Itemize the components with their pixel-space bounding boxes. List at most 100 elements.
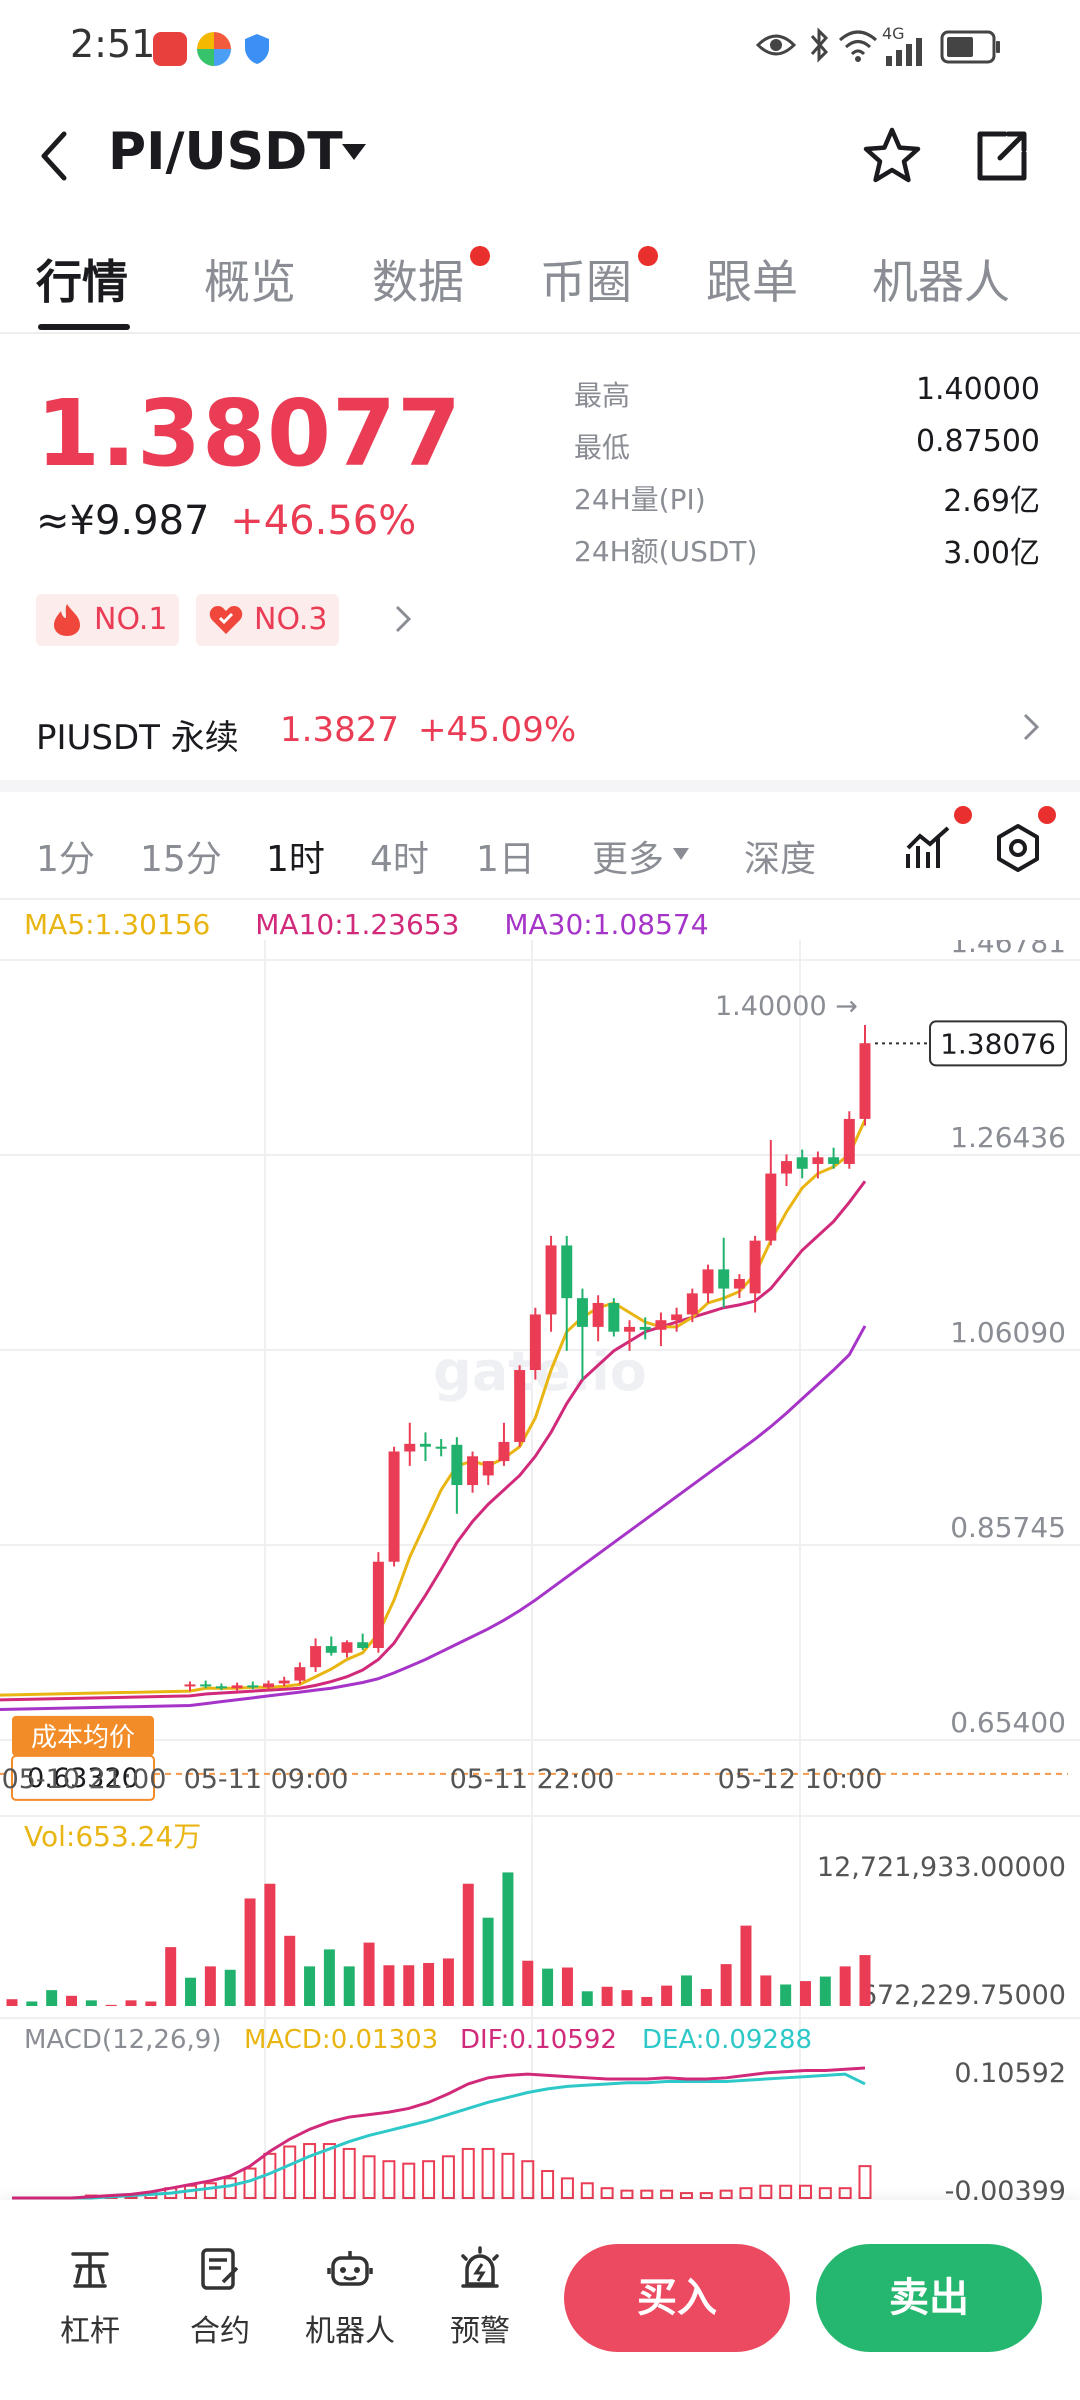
pair-dropdown-icon[interactable] [340,142,368,166]
candle-body [294,1667,306,1681]
perpetual-chevron-icon [1022,712,1040,746]
interval-15m[interactable]: 15分 [140,839,222,880]
sell-button[interactable]: 卖出 [816,2244,1042,2352]
candle-body [184,1684,196,1687]
volume-bar [363,1942,375,2006]
buy-button[interactable]: 买入 [564,2244,790,2352]
macd-histogram-bar [303,2143,317,2199]
macd-value-label: MACD:0.01303 [244,2025,438,2055]
candle-body [859,1043,871,1119]
interval-1d[interactable]: 1日 [476,839,535,880]
more-dropdown-icon [672,846,690,865]
macd-histogram-bar [422,2160,436,2199]
ma5-label: MA5:1.30156 [24,908,211,941]
perpetual-contract-row[interactable]: PIUSDT 永续 1.3827 +45.09% [0,690,1080,770]
macd-bottom-label: -0.00399 [945,2176,1066,2200]
macd-top-label: 0.10592 [954,2058,1066,2089]
interval-4h[interactable]: 4时 [370,839,429,880]
settings-notification-dot [1038,806,1056,824]
x-tick-label: 05-10 21:00 [2,1764,167,1795]
contract-icon [201,2248,239,2290]
candle-body [828,1157,840,1164]
nav-leverage-label: 杠杆 [60,2314,120,2349]
ma10-label: MA10:1.23653 [255,908,460,941]
indicator-icon[interactable] [904,822,954,876]
nav-leverage[interactable]: 杠杆 [30,2246,150,2350]
x-tick-label: 05-11 22:00 [450,1764,615,1795]
back-icon[interactable] [36,128,72,188]
volume-bar [423,1962,435,2006]
candle-body [608,1302,620,1332]
candle-body [467,1456,479,1486]
ma10-line [0,1180,867,1702]
candle-body [325,1646,337,1653]
volume-bar [700,1989,712,2006]
nav-contract-label: 合约 [190,2314,250,2349]
candle-body [796,1157,808,1169]
candle-body [357,1642,369,1648]
volume-bar [125,2000,137,2006]
perpetual-price: 1.3827 [280,710,399,750]
tab-community[interactable]: 币圈 [540,255,632,309]
macd-histogram-bar [798,2184,812,2199]
interval-1h[interactable]: 1时 [266,839,325,880]
leverage-icon [71,2252,109,2288]
candle-body [749,1240,761,1294]
y-tick-label: 1.06090 [950,1316,1066,1349]
macd-histogram-bar [620,2189,634,2199]
candle-body [419,1443,431,1447]
rank-badge-hot[interactable]: NO.1 [36,594,180,646]
macd-histogram-bar [342,2147,356,2199]
interval-1m[interactable]: 1分 [36,839,95,880]
macd-histogram-bar [759,2184,773,2199]
candle-body [686,1293,698,1315]
cost-label-box [12,1715,154,1756]
perpetual-name: PIUSDT 永续 [36,718,239,758]
tab-overview[interactable]: 概览 [204,255,296,309]
share-icon[interactable] [972,126,1032,190]
volume-bar [304,1966,316,2006]
tab-copy-trading[interactable]: 跟单 [706,255,798,309]
interval-more[interactable]: 更多 [592,839,665,880]
nav-bots[interactable]: 机器人 [290,2246,410,2350]
candle-body [702,1269,714,1294]
volume-min-label: 672,229.75000 [860,1980,1066,2011]
pair-title[interactable]: PI/USDT [108,122,343,182]
macd-histogram-bar [521,2160,535,2199]
dea-line [12,2072,866,2200]
candle-body [655,1320,667,1330]
stat-low-label: 最低 [574,431,631,464]
candle-body [278,1680,290,1684]
depth-tab[interactable]: 深度 [744,839,817,880]
status-time: 2:51 [70,22,156,66]
ma-legend: MA5:1.30156 MA10:1.23653 MA30:1.08574 [24,908,709,941]
volume-max-label: 12,721,933.00000 [817,1852,1066,1883]
volume-bar [641,1996,653,2006]
tab-data-notification-dot [470,246,490,266]
stat-volume-value: 2.69亿 [943,484,1040,519]
price-chart[interactable]: 1.467811.264361.060900.857450.65400gate.… [0,940,1080,2200]
volume-bar [839,1966,851,2006]
rank-more-chevron-icon[interactable] [394,604,412,638]
tab-market[interactable]: 行情 [36,255,128,309]
macd-histogram-bar [362,2155,376,2199]
cost-value-box [11,1754,155,1801]
volume-bar [204,1966,216,2006]
candle-body [843,1118,855,1164]
price-change-percent: +46.56% [230,498,417,544]
volume-bar [720,1964,732,2006]
volume-bar [740,1925,752,2006]
tab-bots[interactable]: 机器人 [872,255,1010,309]
volume-bar [819,1976,831,2006]
macd-params-label: MACD(12,26,9) [24,2025,221,2055]
tab-data[interactable]: 数据 [372,255,464,309]
candle-body [733,1278,745,1289]
stat-volume-label: 24H量(PI) [574,483,706,516]
nav-contract[interactable]: 合约 [160,2246,280,2350]
chart-settings-icon[interactable] [992,822,1044,878]
macd-histogram-bar [719,2189,733,2199]
macd-histogram-bar [223,2177,237,2199]
rank-badge-favorite[interactable]: NO.3 [196,594,340,646]
nav-alert[interactable]: 预警 [420,2246,540,2350]
favorite-star-icon[interactable] [862,126,922,190]
